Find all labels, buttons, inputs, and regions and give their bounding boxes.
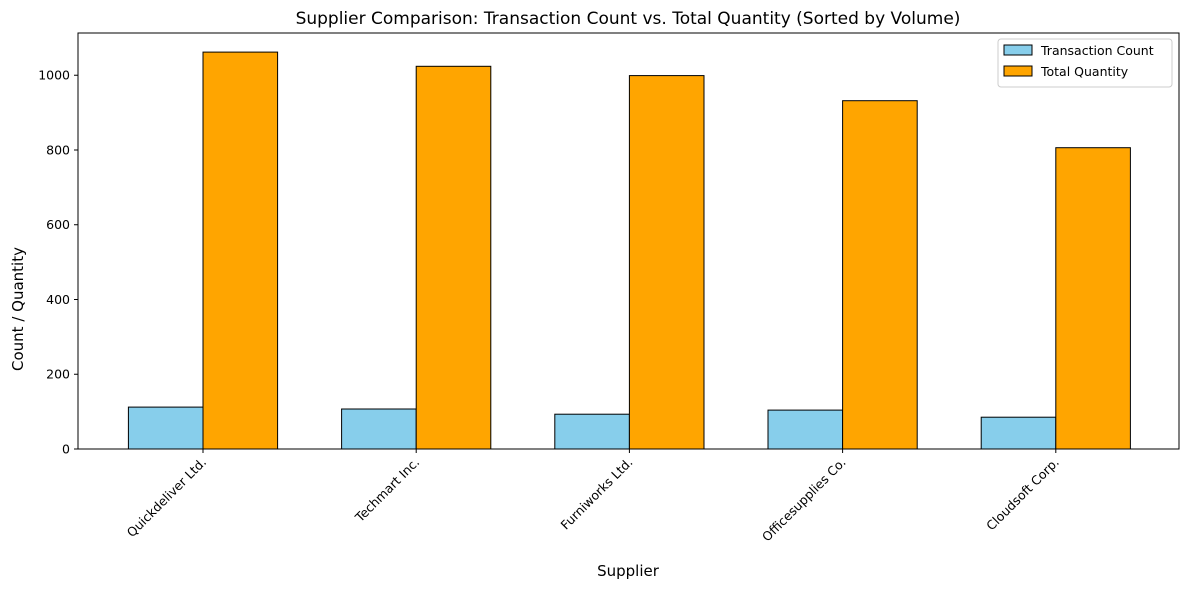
x-tick-label: Officesupplies Co. [759, 455, 849, 545]
legend-label: Total Quantity [1040, 64, 1129, 79]
bar-transaction-count-0 [127, 406, 204, 450]
legend-box [997, 38, 1173, 88]
bar-total-quantity-2 [628, 75, 705, 450]
x-axis-label: Supplier [597, 562, 660, 580]
x-tick-label: Quickdeliver Ltd. [124, 455, 209, 540]
bar-transaction-count-1 [341, 408, 417, 450]
y-tick-label: 200 [46, 367, 70, 382]
y-tick-label: 800 [46, 142, 70, 157]
bars-group [127, 51, 1131, 450]
y-tick-label: 1000 [38, 68, 70, 83]
y-axis-label: Count / Quantity [9, 247, 27, 371]
plot-area-frame [77, 32, 1180, 450]
y-tick-label: 600 [46, 217, 70, 232]
legend-label: Transaction Count [1040, 43, 1154, 58]
legend: Transaction Count Total Quantity [997, 38, 1173, 88]
y-axis-ticks: 0 200 400 600 800 1000 [38, 68, 78, 457]
x-axis-ticks: Quickdeliver Ltd. Techmart Inc. Furniworks… [124, 449, 1062, 544]
bar-total-quantity-4 [1055, 147, 1131, 450]
x-tick-label: Furniworks Ltd. [558, 455, 636, 533]
y-tick-label: 0 [62, 442, 70, 457]
bar-transaction-count-2 [554, 413, 630, 450]
bar-total-quantity-0 [202, 51, 279, 450]
chart-title: Supplier Comparison: Transaction Count v… [296, 9, 961, 29]
bar-transaction-count-4 [980, 416, 1057, 450]
legend-swatch [1003, 44, 1033, 56]
x-tick-label: Techmart Inc. [351, 455, 422, 526]
bar-total-quantity-3 [842, 100, 918, 450]
legend-swatch [1003, 65, 1033, 77]
bar-transaction-count-3 [767, 409, 844, 450]
x-tick-label: Cloudsoft Corp. [983, 455, 1062, 534]
bar-total-quantity-1 [415, 65, 492, 450]
y-tick-label: 400 [46, 292, 70, 307]
